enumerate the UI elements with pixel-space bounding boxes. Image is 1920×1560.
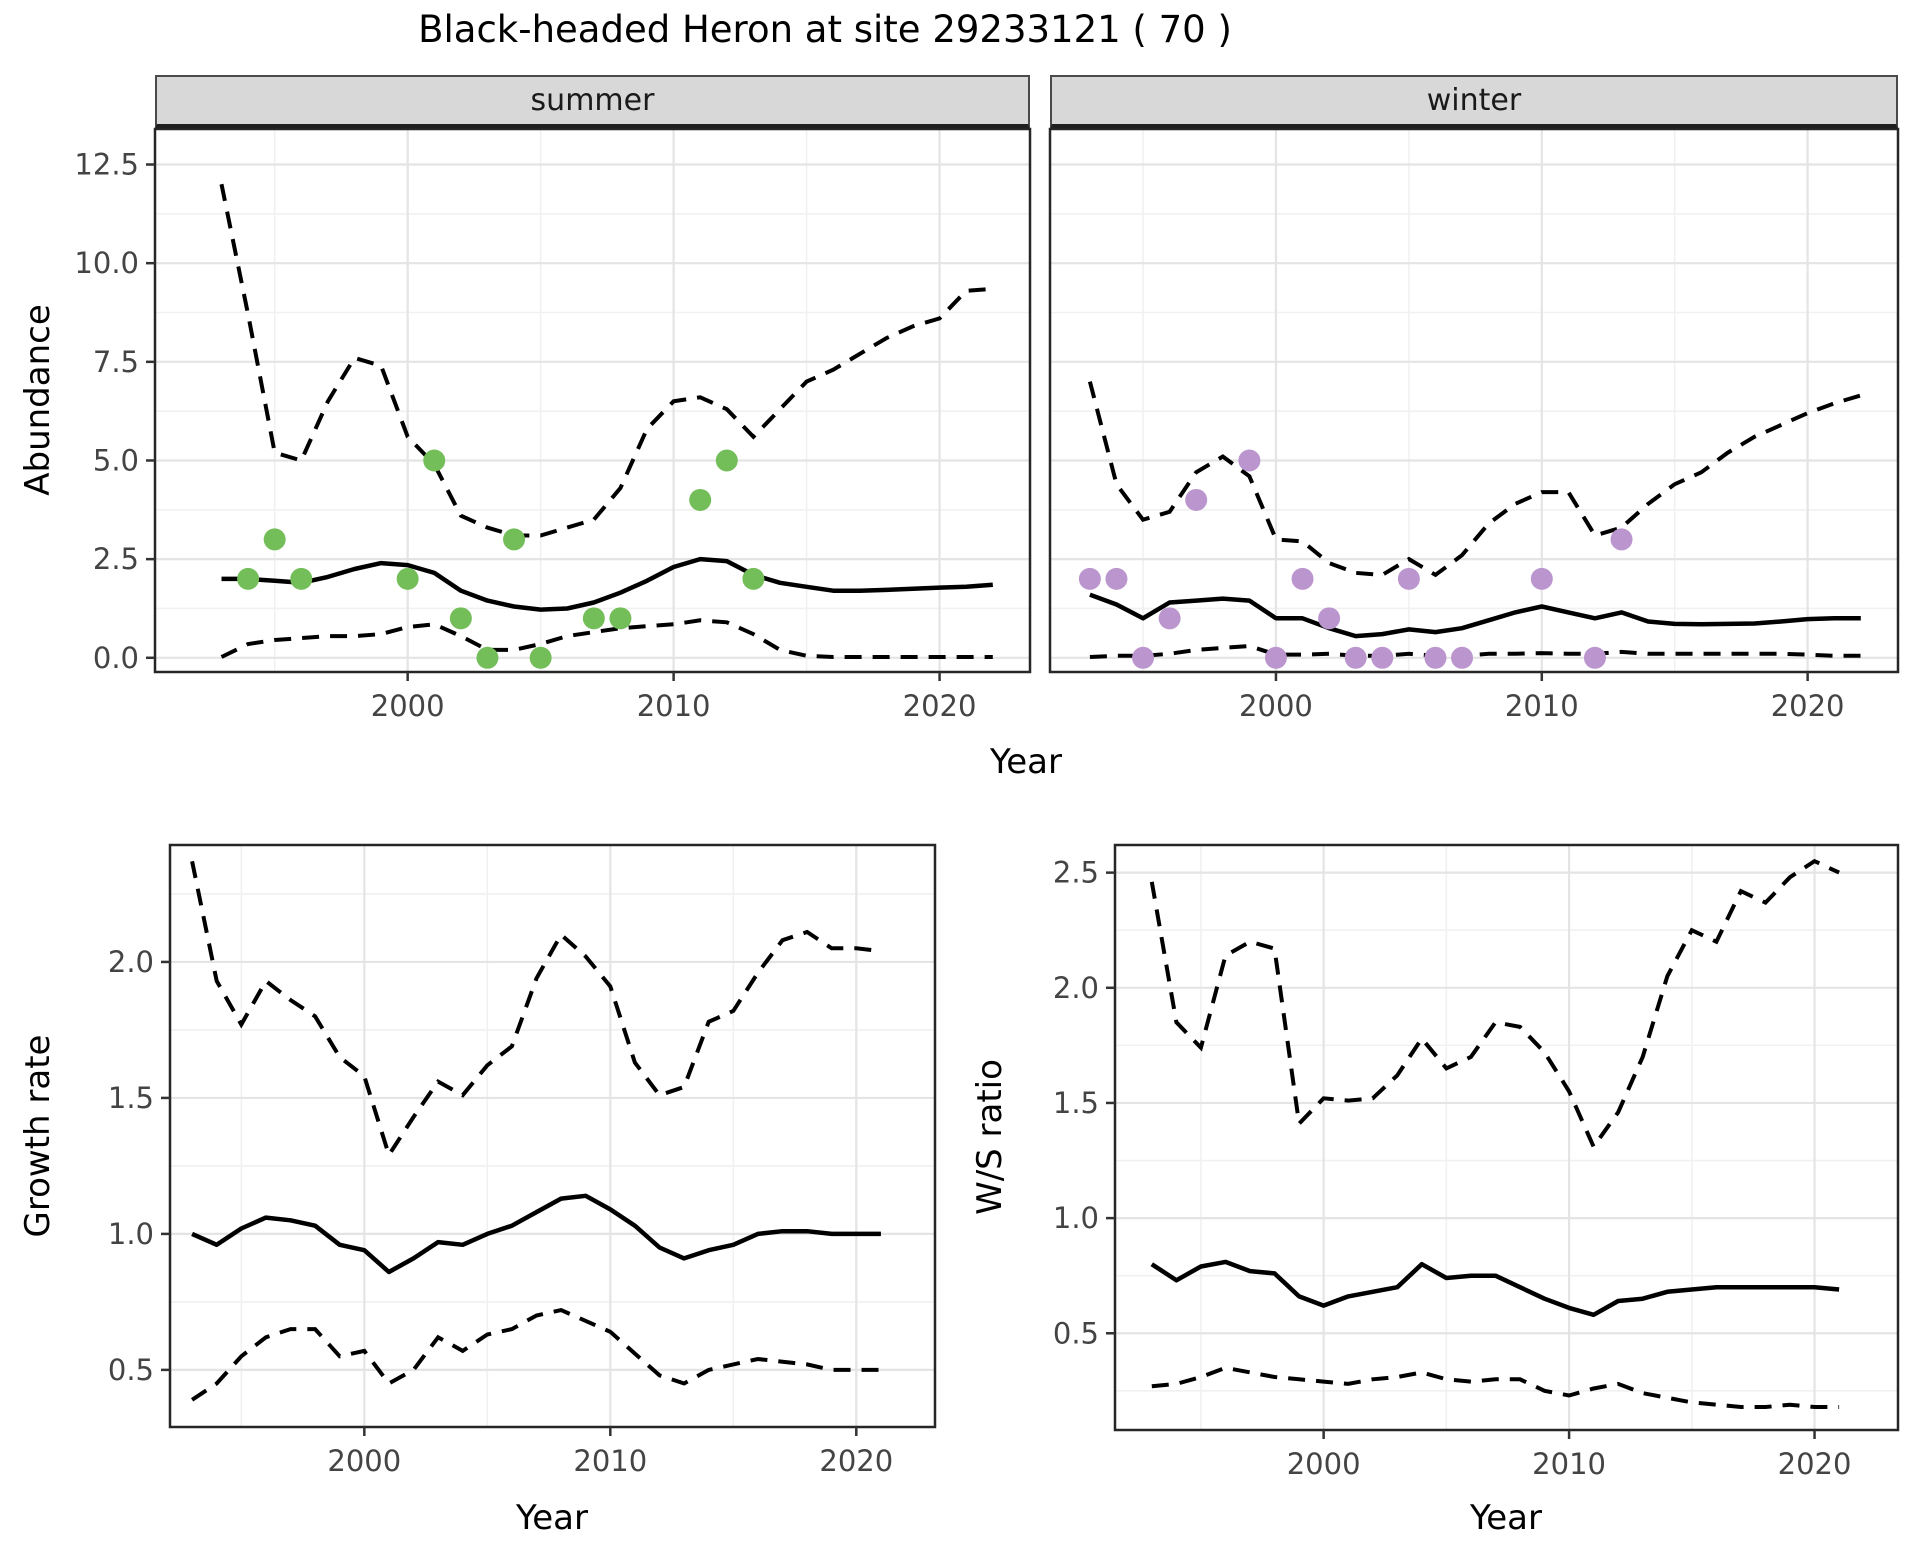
x-axis-title-growth: Year <box>516 1498 588 1538</box>
y-tick-label: 2.0 <box>108 945 154 979</box>
observation-point <box>476 646 499 669</box>
y-tick-label: 0.0 <box>93 641 139 675</box>
x-axis-title-ws: Year <box>1470 1498 1542 1538</box>
observation-point <box>1132 646 1155 669</box>
y-axis-title-growth-rate: Growth rate <box>18 1034 58 1238</box>
fit-line <box>1150 1259 1840 1318</box>
lower-ci-line <box>1151 1365 1840 1409</box>
y-tick-label: 0.5 <box>108 1353 154 1387</box>
winter-abundance-panel: 2000 2010 2020 <box>1048 127 1900 723</box>
observation-point <box>396 567 419 590</box>
x-tick-label: 2020 <box>1778 1447 1852 1481</box>
observation-point <box>1451 646 1474 669</box>
x-tick-label: 2010 <box>573 1444 647 1478</box>
y-tick-label: 1.0 <box>108 1217 154 1251</box>
observation-point <box>1105 567 1128 590</box>
x-tick-label: 2010 <box>1532 1447 1606 1481</box>
y-tick-label: 2.0 <box>1053 971 1099 1005</box>
y-axis-title-abundance: Abundance <box>18 304 58 496</box>
observation-point <box>237 567 260 590</box>
lower-ci-line <box>220 618 993 659</box>
panel-border <box>1113 843 1900 1432</box>
facet-strip-winter: winter <box>1050 75 1898 129</box>
y-tick-label: 5.0 <box>93 443 139 477</box>
ws-ratio-panel: 2000 2010 2020 0.5 1.0 1.5 2.0 2.5 <box>1053 843 1900 1481</box>
y-tick-label: 7.5 <box>93 345 139 379</box>
facet-strip-summer: summer <box>155 75 1030 129</box>
upper-ci-line <box>1087 381 1862 578</box>
panel-background <box>1115 845 1898 1430</box>
observation-point <box>1610 528 1633 551</box>
observation-point <box>1344 646 1367 669</box>
fit-line <box>221 556 993 612</box>
upper-ci-line <box>219 183 993 538</box>
lower-ci-line <box>1089 643 1861 659</box>
x-tick-label: 2010 <box>1505 689 1579 723</box>
y-tick-label: 0.5 <box>1053 1316 1099 1350</box>
panel-background <box>1050 129 1898 672</box>
fit-line <box>191 1193 881 1275</box>
x-tick-label: 2000 <box>1287 1447 1361 1481</box>
observation-point <box>449 607 472 630</box>
observation-point <box>582 607 605 630</box>
x-tick-label: 2010 <box>637 689 711 723</box>
x-axis-title-top: Year <box>990 742 1062 782</box>
observation-point <box>715 449 738 472</box>
observation-point <box>263 528 286 551</box>
growth-rate-panel: 2000 2010 2020 0.5 1.0 1.5 2.0 <box>108 843 937 1478</box>
y-tick-label: 1.0 <box>1053 1201 1099 1235</box>
observation-point <box>742 567 765 590</box>
observation-point <box>1318 607 1341 630</box>
x-tick-label: 2000 <box>371 689 445 723</box>
observation-point <box>1530 567 1553 590</box>
observation-point <box>1397 567 1420 590</box>
panel-border <box>168 843 937 1429</box>
x-tick-label: 2000 <box>1239 689 1313 723</box>
observation-point <box>609 607 632 630</box>
y-axis-title-ws-ratio: W/S ratio <box>970 1059 1010 1215</box>
y-tick-label: 2.5 <box>1053 856 1099 890</box>
y-tick-label: 2.5 <box>93 542 139 576</box>
observation-point <box>1185 488 1208 511</box>
observation-point <box>689 488 712 511</box>
x-tick-label: 2020 <box>903 689 977 723</box>
observation-point <box>1291 567 1314 590</box>
x-tick-label: 2000 <box>327 1444 401 1478</box>
observation-point <box>1238 449 1261 472</box>
observation-point <box>1424 646 1447 669</box>
panel-background <box>170 845 935 1427</box>
summer-abundance-panel: 2000 2010 2020 0.0 2.5 5.0 7.5 10.0 12.5 <box>74 127 1032 723</box>
observation-point <box>1583 646 1606 669</box>
observation-point <box>1158 607 1181 630</box>
panel-border <box>153 127 1032 674</box>
y-tick-label: 12.5 <box>74 148 139 182</box>
x-tick-label: 2020 <box>1771 689 1845 723</box>
x-tick-label: 2020 <box>819 1444 893 1478</box>
observation-point <box>290 567 313 590</box>
observation-point <box>503 528 526 551</box>
upper-ci-line <box>190 860 882 1160</box>
y-tick-label: 1.5 <box>1053 1086 1099 1120</box>
observation-point <box>423 449 446 472</box>
upper-ci-line <box>1149 858 1840 1151</box>
y-tick-label: 1.5 <box>108 1081 154 1115</box>
observation-point <box>1264 646 1287 669</box>
lower-ci-line <box>190 1308 881 1402</box>
chart-title: Black-headed Heron at site 29233121 ( 70… <box>418 8 1232 51</box>
observation-point <box>529 646 552 669</box>
observation-point <box>1078 567 1101 590</box>
panel-border <box>1048 127 1900 674</box>
y-tick-label: 10.0 <box>74 246 139 280</box>
fit-line <box>1089 592 1861 639</box>
observation-point <box>1371 646 1394 669</box>
